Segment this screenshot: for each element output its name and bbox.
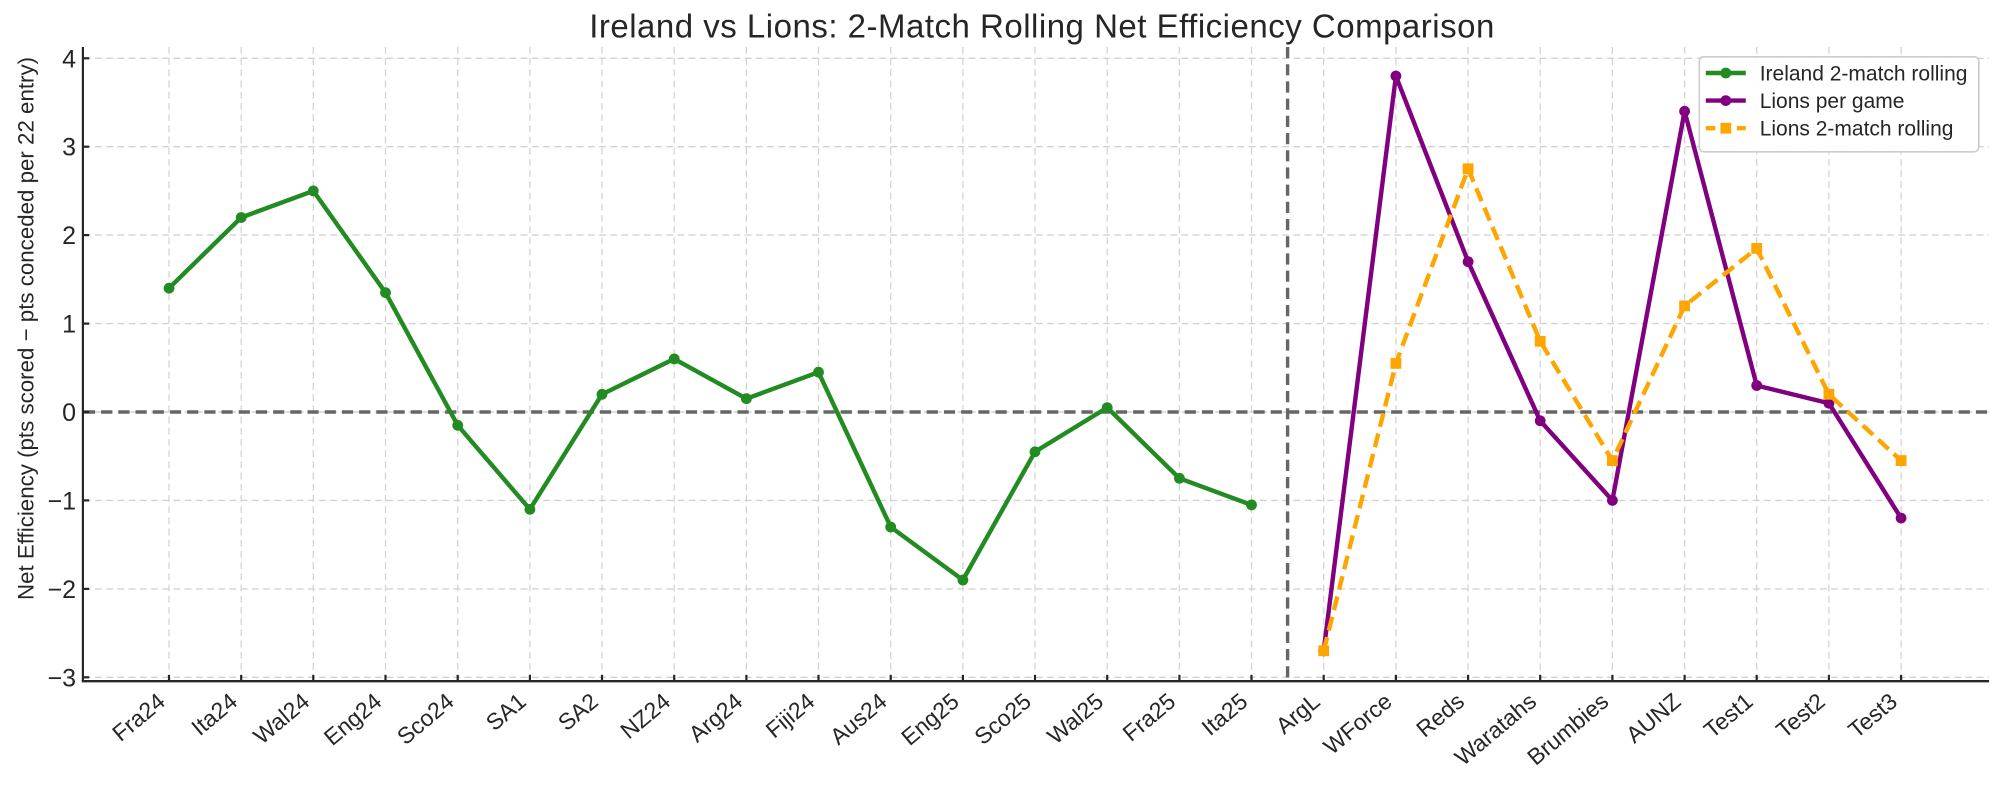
svg-text:3: 3: [62, 134, 76, 162]
svg-text:−3: −3: [47, 664, 76, 692]
svg-text:−1: −1: [47, 487, 76, 515]
svg-text:Ireland vs Lions: 2-Match Roll: Ireland vs Lions: 2-Match Rolling Net Ef…: [589, 8, 1495, 45]
svg-text:Net Efficiency (pts scored − p: Net Efficiency (pts scored − pts concede…: [14, 57, 39, 600]
svg-text:Lions 2-match rolling: Lions 2-match rolling: [1760, 118, 1954, 141]
svg-text:1: 1: [62, 311, 76, 339]
svg-text:Ireland 2-match rolling: Ireland 2-match rolling: [1760, 62, 1968, 85]
svg-text:4: 4: [62, 45, 76, 73]
svg-text:Lions per game: Lions per game: [1760, 90, 1905, 113]
svg-text:2: 2: [62, 222, 76, 250]
svg-text:−2: −2: [47, 576, 76, 604]
svg-text:0: 0: [62, 399, 76, 427]
